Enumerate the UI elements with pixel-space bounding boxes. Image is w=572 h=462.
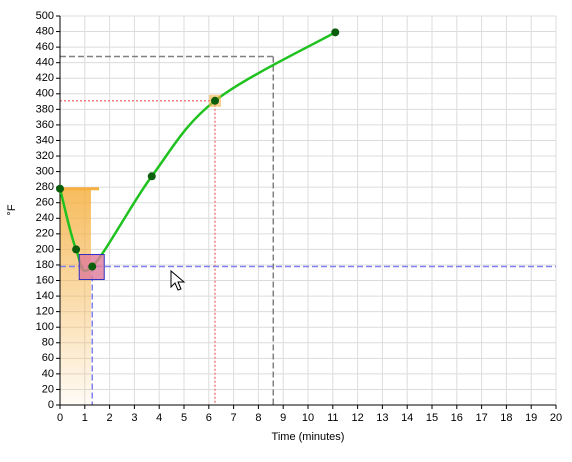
cursor <box>170 269 186 291</box>
x-tick-label: 1 <box>82 412 88 424</box>
data-point <box>147 172 156 181</box>
x-tick-label: 2 <box>107 412 113 424</box>
x-tick-label: 12 <box>351 412 363 424</box>
y-tick-label: 120 <box>36 306 54 318</box>
x-tick-label: 7 <box>231 412 237 424</box>
data-point <box>88 262 97 271</box>
y-tick-label: 80 <box>42 337 54 349</box>
x-axis-title: Time (minutes) <box>272 431 345 443</box>
x-tick-label: 4 <box>156 412 162 424</box>
y-tick-label: 460 <box>36 41 54 53</box>
x-tick-label: 9 <box>280 412 286 424</box>
y-tick-label: 140 <box>36 290 54 302</box>
y-tick-label: 320 <box>36 150 54 162</box>
plot-area: 0204060801001201401601802002202402602803… <box>36 10 562 424</box>
x-tick-label: 0 <box>57 412 63 424</box>
y-tick-label: 60 <box>42 352 54 364</box>
x-tick-label: 8 <box>255 412 261 424</box>
y-tick-label: 260 <box>36 197 54 209</box>
x-tick-label: 13 <box>376 412 388 424</box>
y-tick-label: 340 <box>36 134 54 146</box>
x-tick-label: 11 <box>327 412 338 424</box>
x-tick-label: 15 <box>426 412 438 424</box>
y-tick-label: 500 <box>36 10 54 22</box>
y-tick-label: 400 <box>36 88 54 100</box>
y-axis-title: °F <box>6 204 18 215</box>
y-tick-label: 240 <box>36 212 54 224</box>
x-tick-label: 3 <box>131 412 137 424</box>
x-tick-label: 5 <box>181 412 187 424</box>
x-tick-label: 18 <box>500 412 512 424</box>
y-tick-label: 160 <box>36 274 54 286</box>
y-tick-label: 300 <box>36 166 54 178</box>
y-tick-label: 220 <box>36 228 54 240</box>
y-tick-label: 420 <box>36 72 54 84</box>
y-tick-label: 480 <box>36 25 54 37</box>
y-tick-label: 20 <box>42 383 54 395</box>
data-point <box>211 96 219 105</box>
y-tick-label: 280 <box>36 181 54 193</box>
data-point <box>72 245 81 254</box>
x-tick-label: 14 <box>401 412 413 424</box>
x-tick-label: 17 <box>475 412 487 424</box>
x-tick-label: 10 <box>302 412 314 424</box>
y-tick-label: 40 <box>42 368 54 380</box>
y-tick-label: 380 <box>36 103 54 115</box>
x-tick-label: 20 <box>550 412 562 424</box>
x-tick-label: 19 <box>525 412 537 424</box>
shaded-region <box>60 188 91 405</box>
y-tick-label: 180 <box>36 259 54 271</box>
data-point <box>56 184 64 193</box>
y-tick-label: 440 <box>36 57 54 69</box>
y-tick-label: 100 <box>36 321 54 333</box>
y-tick-label: 200 <box>36 243 54 255</box>
data-point <box>331 28 340 37</box>
x-tick-label: 16 <box>451 412 463 424</box>
y-tick-label: 0 <box>48 399 54 411</box>
x-tick-label: 6 <box>206 412 212 424</box>
y-tick-label: 360 <box>36 119 54 131</box>
